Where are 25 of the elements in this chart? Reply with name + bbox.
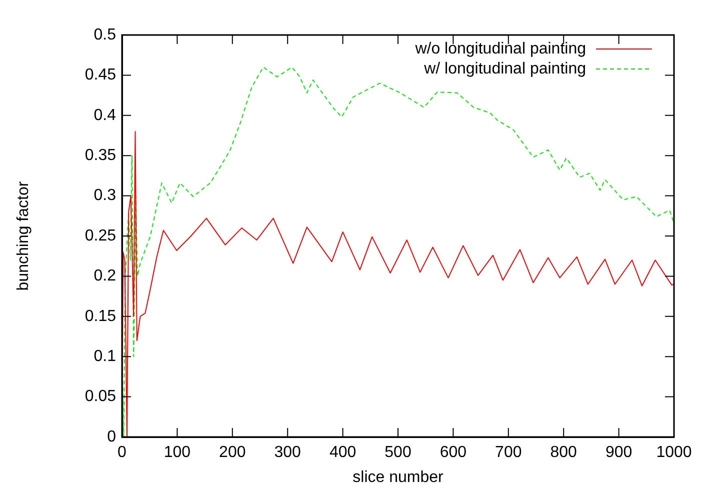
y-tick-label: 0.05 <box>84 388 116 406</box>
x-tick-label: 200 <box>219 444 246 462</box>
x-tick-label: 900 <box>605 444 632 462</box>
y-tick-label: 0.35 <box>84 147 116 164</box>
legend-label: w/ longitudinal painting <box>423 60 586 78</box>
y-tick-label: 0.3 <box>94 187 116 204</box>
x-tick-label: 100 <box>164 444 191 462</box>
y-tick-label: 0.4 <box>94 106 116 124</box>
y-tick-label: 0.15 <box>84 308 116 325</box>
x-tick-label: 300 <box>274 444 302 462</box>
x-tick-label: 400 <box>329 444 356 462</box>
y-tick-label: 0.2 <box>94 268 116 285</box>
y-tick-label: 0.1 <box>94 348 116 366</box>
x-axis-title: slice number <box>352 468 444 486</box>
x-tick-label: 600 <box>440 444 467 462</box>
y-tick-label: 0.45 <box>84 66 116 84</box>
x-tick-label: 700 <box>495 444 522 462</box>
x-tick-label: 1000 <box>656 444 692 462</box>
legend-label: w/o longitudinal painting <box>414 40 586 58</box>
y-tick-label: 0.5 <box>94 26 116 44</box>
y-axis-title: bunching factor <box>15 180 32 291</box>
x-tick-label: 500 <box>384 444 412 462</box>
y-tick-label: 0.25 <box>84 227 116 244</box>
y-tick-label: 0 <box>107 428 116 446</box>
x-tick-label: 800 <box>550 444 578 462</box>
